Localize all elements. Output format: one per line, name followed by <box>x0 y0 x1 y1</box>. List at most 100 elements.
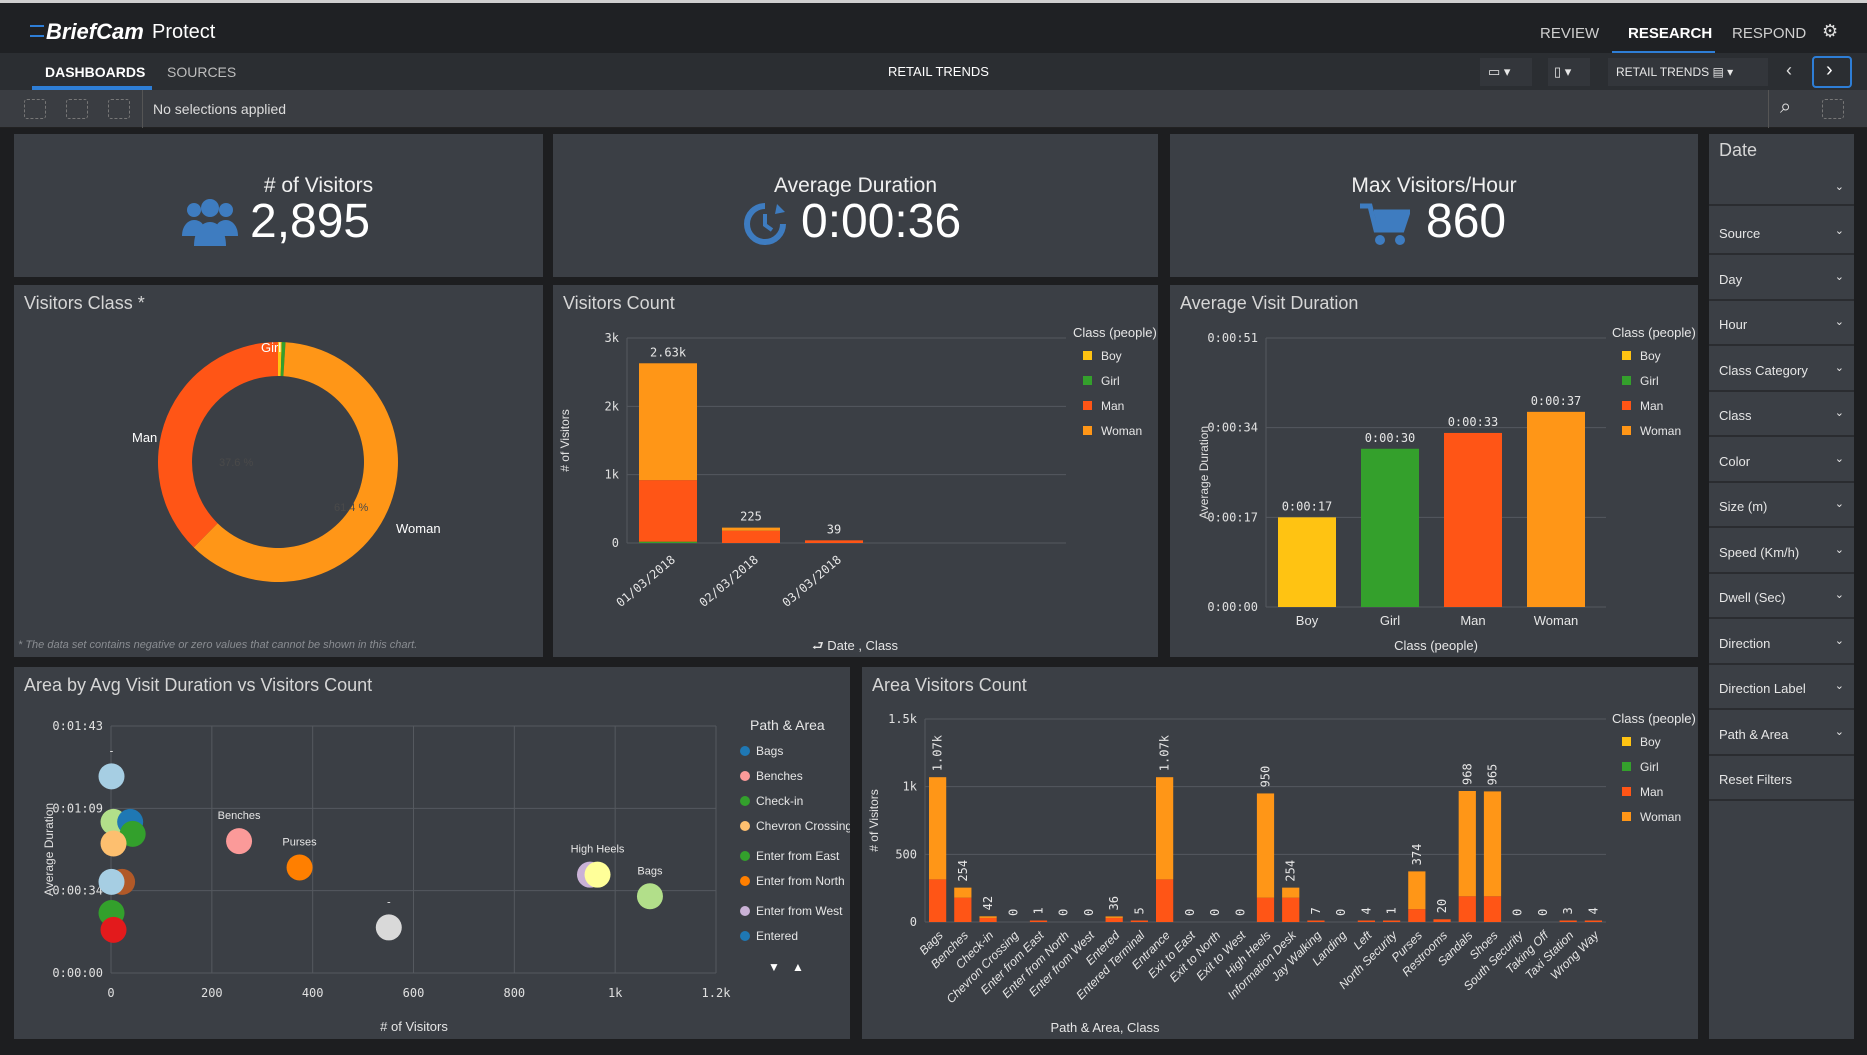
undo-selection-icon[interactable] <box>24 99 46 119</box>
bar-segment <box>1483 896 1502 922</box>
legend-item: Chevron Crossing <box>756 819 850 833</box>
filter-speed-km-h[interactable]: Speed (Km/h) ⌄ <box>1709 529 1854 574</box>
clear-selection-icon[interactable] <box>108 99 130 119</box>
search-icon[interactable]: ⌕ <box>1780 96 1792 118</box>
chevron-down-icon: ⌄ <box>1834 225 1844 237</box>
legend-item: Entered <box>756 929 798 943</box>
legend-swatch <box>1622 787 1631 796</box>
date-filter[interactable]: Date ⌄ <box>1709 134 1854 206</box>
filter-path-area[interactable]: Path & Area ⌄ <box>1709 711 1854 756</box>
legend-item: Girl <box>1640 374 1659 388</box>
brand-logo-icon <box>30 25 44 37</box>
y-tick-label: 1k <box>903 780 918 794</box>
x-axis-label: ⮐ Date , Class <box>812 638 899 653</box>
filter-direction[interactable]: Direction ⌄ <box>1709 620 1854 665</box>
next-button[interactable]: › <box>1812 56 1852 88</box>
filter-direction-label[interactable]: Direction Label ⌄ <box>1709 665 1854 710</box>
filter-class[interactable]: Class ⌄ <box>1709 392 1854 437</box>
dashboard-select-value: RETAIL TRENDS <box>1616 65 1710 79</box>
bar-segment <box>1156 879 1174 922</box>
legend-item: Man <box>1640 785 1663 799</box>
brand-logo[interactable]: BriefCam <box>46 19 144 44</box>
gear-icon[interactable]: ⚙ <box>1822 21 1839 41</box>
point-label: Bags <box>637 865 663 877</box>
avg-visit-duration-chart[interactable]: 0:00:00 0:00:17 0:00:34 0:00:51 Average Dura… <box>1170 285 1698 657</box>
scatter-point <box>98 763 125 790</box>
dashboard-select[interactable]: RETAIL TRENDS ▤ ▾ <box>1608 58 1768 86</box>
point-label: - <box>110 745 114 757</box>
chart-title: Average Visit Duration <box>1180 293 1359 313</box>
filter-label: Class <box>1719 408 1752 423</box>
previous-button[interactable]: ‹ <box>1786 60 1792 80</box>
chevron-down-icon: ⌄ <box>1834 634 1844 647</box>
avg-visit-duration-panel: Average Visit Duration 0:00:00 0:00:17 0:0… <box>1170 285 1698 657</box>
x-tick-label: 1.2k <box>702 986 732 1000</box>
filter-label: Source <box>1719 226 1761 241</box>
visitors-count-chart[interactable]: 0 1k 2k 3k # of Visitors 2.63k 01/03/2018 225 02… <box>553 285 1158 657</box>
chevron-down-icon: ⌄ <box>1834 407 1844 419</box>
x-tick-label: Man <box>1460 613 1485 628</box>
y-tick-label: 0:01:09 <box>52 801 103 815</box>
x-tick-label: 400 <box>302 986 324 1000</box>
visitors-class-chart[interactable]: 37.6 % 61.4 % Girl Man Woman <box>14 285 543 657</box>
legend-swatch <box>1083 376 1092 385</box>
selection-tool-icon[interactable] <box>1822 99 1844 119</box>
chevron-down-icon: ⌄ <box>1834 589 1844 601</box>
bookmark-button[interactable]: ▯ ▾ <box>1548 58 1590 86</box>
filter-source[interactable]: Source ⌄ <box>1709 210 1854 255</box>
filter-class-category[interactable]: Class Category ⌄ <box>1709 347 1854 392</box>
bar-segment <box>929 777 947 880</box>
legend-swatch <box>740 746 750 756</box>
bar-segment <box>1383 920 1401 922</box>
kpi-max-visitors-hour: Max Visitors/Hour 860 <box>1170 134 1698 277</box>
point-label: - <box>387 896 391 908</box>
legend-item: Enter from North <box>756 874 845 888</box>
scatter-point <box>119 820 146 847</box>
data-label: 254 <box>1284 860 1298 882</box>
y-axis-label: # of Visitors <box>558 409 572 471</box>
data-label: 4 <box>1359 907 1373 914</box>
visitors-count-panel: Visitors Count 0 1k 2k 3k # of Visitors 2.63k… <box>553 285 1158 657</box>
data-label: 36 <box>1107 896 1121 910</box>
nav-respond[interactable]: RESPOND <box>1732 25 1807 42</box>
filter-dwell-sec[interactable]: Dwell (Sec) ⌄ <box>1709 574 1854 619</box>
chart-title: Area Visitors Count <box>872 675 1027 695</box>
clock-icon <box>744 203 786 245</box>
data-label: 0 <box>1233 909 1247 916</box>
filter-day[interactable]: Day ⌄ <box>1709 256 1854 301</box>
reset-filters-button[interactable]: Reset Filters <box>1709 756 1854 801</box>
tab-dashboards[interactable]: DASHBOARDS <box>45 64 146 80</box>
present-button[interactable]: ▭ ▾ <box>1480 58 1532 86</box>
legend-item: Boy <box>1101 349 1122 363</box>
tab-sources[interactable]: SOURCES <box>167 64 237 80</box>
y-tick-label: 0 <box>910 915 917 929</box>
filter-hour[interactable]: Hour ⌄ <box>1709 301 1854 346</box>
x-tick-label: 03/03/2018 <box>780 553 844 610</box>
filter-size-m[interactable]: Size (m) ⌄ <box>1709 483 1854 528</box>
redo-selection-icon[interactable] <box>66 99 88 119</box>
legend-title: Path & Area <box>750 717 825 733</box>
data-label: 0:00:17 <box>1282 499 1333 513</box>
data-label: 0:00:33 <box>1448 415 1499 429</box>
bar-segment <box>1130 920 1148 922</box>
scroll-down-icon: ▼ <box>768 960 780 974</box>
kpi-label: Max Visitors/Hour <box>1351 174 1517 197</box>
nav-review[interactable]: REVIEW <box>1540 25 1600 42</box>
area-scatter-panel: Area by Avg Visit Duration vs Visitors C… <box>14 667 850 1039</box>
data-label: 950 <box>1259 766 1273 788</box>
x-axis-label: Class (people) <box>1394 638 1478 653</box>
nav-research[interactable]: RESEARCH <box>1628 25 1713 42</box>
bar-segment <box>929 879 947 922</box>
selection-toolbar: No selections applied ⌕ <box>0 90 1867 128</box>
bar-segment <box>1458 896 1476 922</box>
kpi-label: # of Visitors <box>263 174 374 197</box>
bar-segment <box>954 887 972 898</box>
data-label: 374 <box>1410 844 1424 866</box>
dashboard-title: RETAIL TRENDS <box>888 64 989 79</box>
area-scatter-chart[interactable]: 0:00:00 0:00:34 0:01:09 0:01:43 Average Dura… <box>14 667 850 1039</box>
filter-label: Color <box>1719 453 1751 469</box>
bar-segment <box>1483 791 1502 897</box>
legend-swatch <box>740 906 750 916</box>
filter-color[interactable]: Color ⌄ <box>1709 438 1854 483</box>
